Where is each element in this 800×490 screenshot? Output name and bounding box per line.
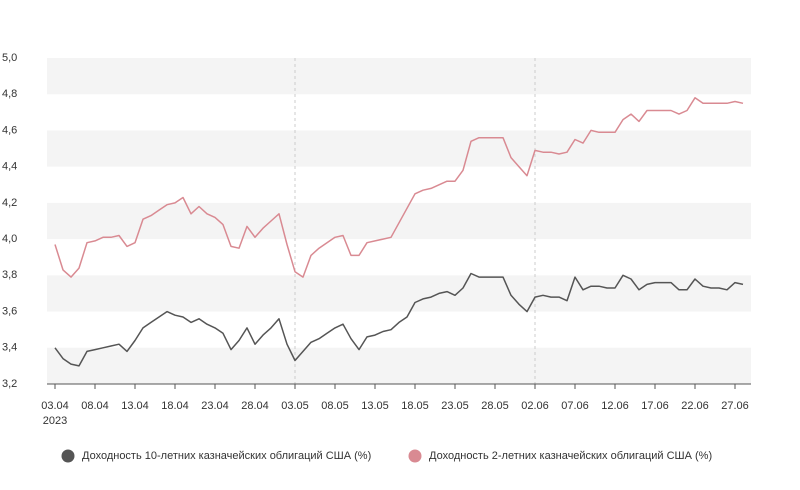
grid-band [47,347,751,384]
x-tick-label: 28.04 [241,400,269,412]
x-tick-label: 08.04 [81,400,109,412]
x-tick-label: 03.05 [281,400,309,412]
x-sublabel: 2023 [43,415,67,427]
grid-band [47,202,751,240]
x-tick-label: 23.05 [441,400,469,412]
x-tick-label: 27.06 [721,400,749,412]
y-tick-label: 3,2 [2,378,17,390]
x-tick-label: 17.06 [641,400,669,412]
legend-marker [408,449,422,463]
grid-band [47,130,751,167]
x-tick-label: 08.05 [321,400,349,412]
x-tick-label: 22.06 [681,400,709,412]
series-line [54,97,744,278]
y-tick-label: 4,0 [2,233,17,245]
legend-label: Доходность 10-летних казначейских облига… [82,450,371,462]
y-tick-label: 4,6 [2,124,17,136]
grid-band [47,58,751,95]
x-tick-label: 12.06 [601,400,629,412]
series-line [54,272,744,367]
x-tick-label: 23.04 [201,400,229,412]
x-tick-label: 18.05 [401,400,429,412]
y-tick-label: 3,6 [2,305,17,317]
y-tick-label: 3,8 [2,269,17,281]
y-tick-label: 4,4 [2,161,17,173]
x-tick-label: 18.04 [161,400,189,412]
x-tick-label: 02.06 [521,400,549,412]
y-tick-label: 4,8 [2,88,17,100]
x-tick-label: 07.06 [561,400,589,412]
y-tick-label: 4,2 [2,197,17,209]
x-tick-label: 13.05 [361,400,389,412]
y-tick-label: 3,4 [2,342,17,354]
x-tick-label: 13.04 [121,400,149,412]
legend-label: Доходность 2-летних казначейских облигац… [429,450,712,462]
x-tick-label: 03.04 [41,400,69,412]
y-tick-label: 5,0 [2,52,17,64]
legend-marker [61,449,75,463]
grid-band [47,275,751,312]
x-tick-label: 28.05 [481,400,509,412]
